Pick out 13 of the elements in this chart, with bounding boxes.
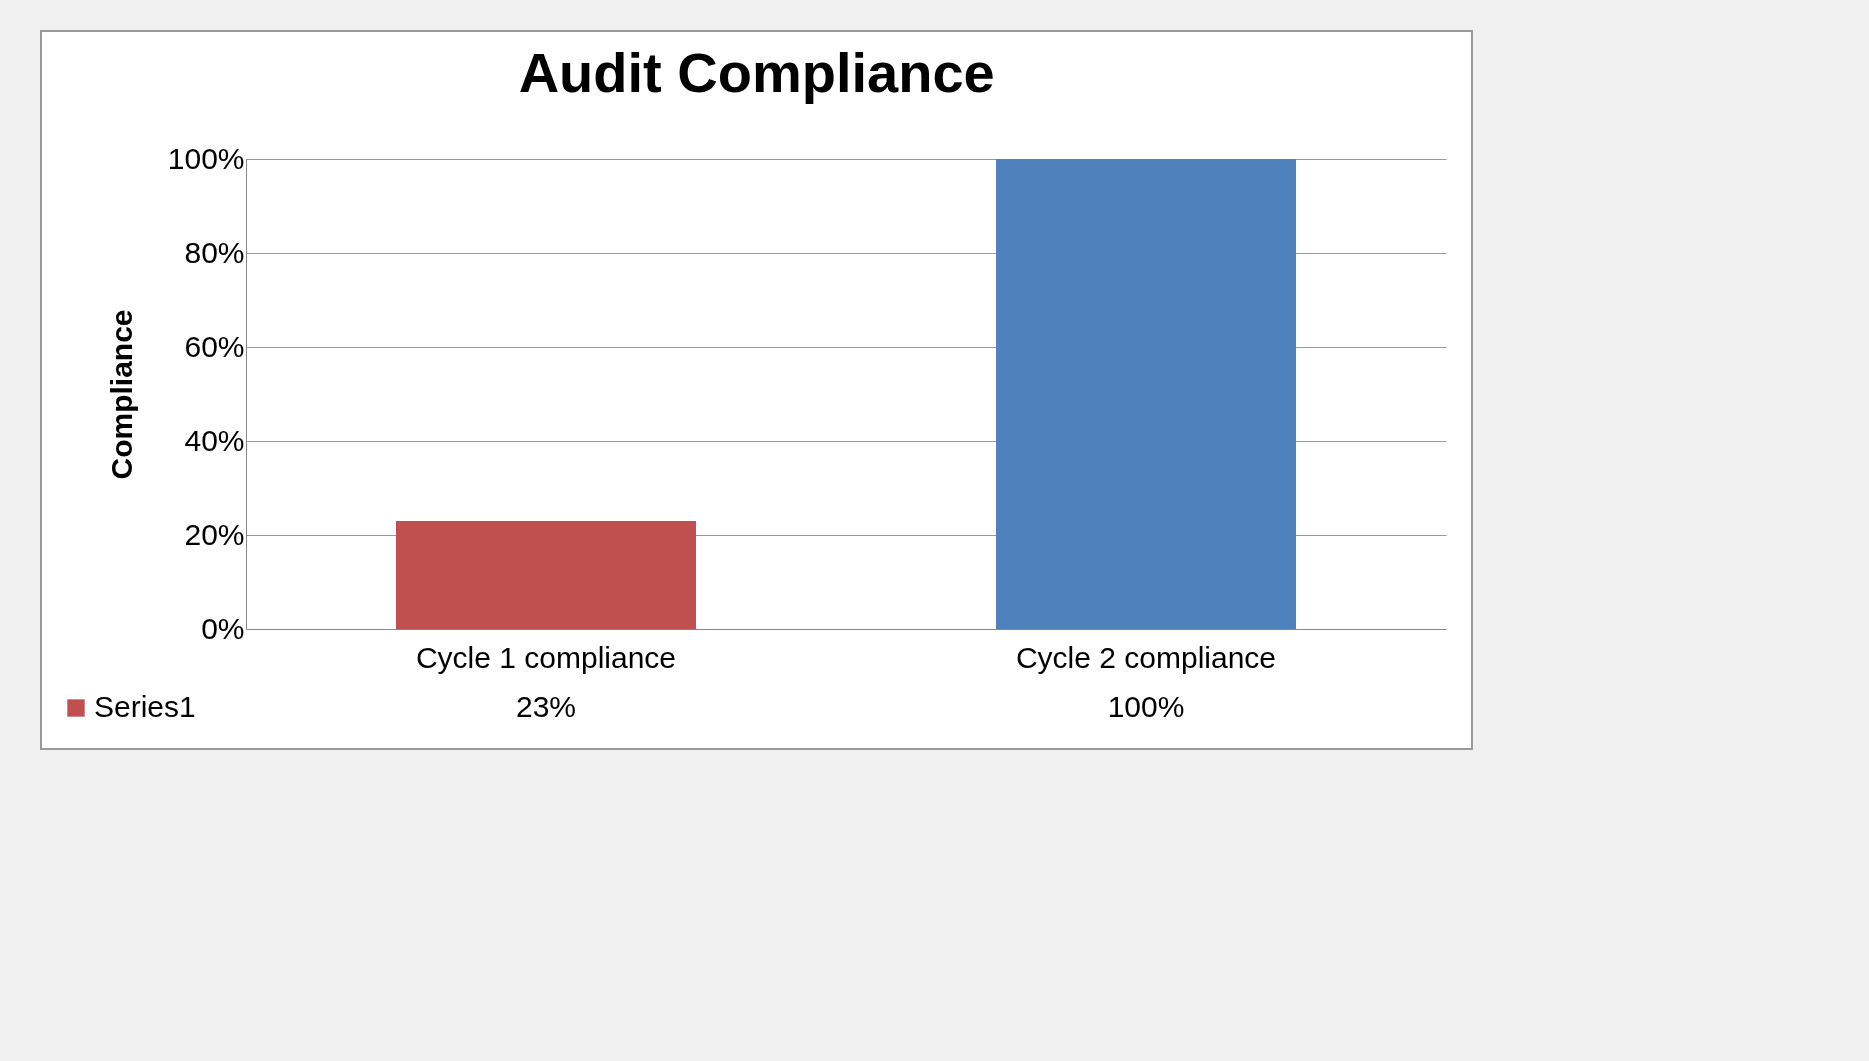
data-label: 100% — [1107, 690, 1185, 723]
y-tick-label: 80% — [184, 235, 245, 269]
data-label: 23% — [515, 690, 577, 723]
y-tick-label: 40% — [184, 423, 245, 457]
y-tick-label: 0% — [201, 611, 245, 645]
x-tick-label: Cycle 1 compliance — [415, 640, 677, 674]
y-tick-label: 20% — [184, 517, 245, 551]
legend-label: Series1 — [94, 690, 196, 723]
chart-title: Audit Compliance — [518, 41, 995, 104]
y-axis-title: Compliance — [104, 309, 138, 480]
y-tick-label: 100% — [167, 141, 245, 175]
x-tick-label: Cycle 2 compliance — [1015, 640, 1277, 674]
y-tick-label: 60% — [184, 329, 245, 363]
